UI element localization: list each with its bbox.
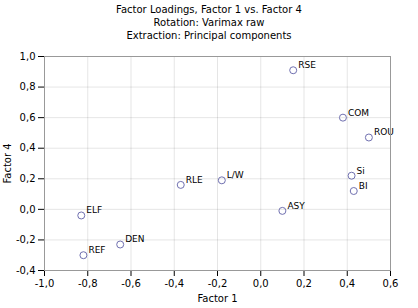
svg-text:0,0: 0,0: [20, 204, 36, 215]
svg-text:0,8: 0,8: [20, 81, 36, 92]
svg-text:0,4: 0,4: [339, 278, 355, 289]
svg-text:BI: BI: [359, 181, 368, 191]
svg-text:0,2: 0,2: [20, 173, 36, 184]
html-text:Factor Loadings, Factor 1 vs.: Factor Loadings, Factor 1 vs. Factor 4: [116, 4, 302, 15]
svg-text:-0,2: -0,2: [208, 278, 228, 289]
svg-text:Factor 1: Factor 1: [197, 293, 237, 304]
svg-text:1,0: 1,0: [20, 51, 36, 62]
svg-text:RSE: RSE: [298, 60, 316, 70]
svg-text:0,6: 0,6: [20, 112, 36, 123]
svg-text:COM: COM: [348, 108, 369, 118]
svg-text:ROU: ROU: [373, 127, 394, 138]
svg-text:RLE: RLE: [186, 175, 203, 185]
svg-text:REF: REF: [88, 245, 105, 255]
svg-text:0,0: 0,0: [253, 278, 269, 289]
svg-text:-0,6: -0,6: [121, 278, 141, 289]
svg-text:Si: Si: [357, 166, 365, 176]
svg-text:-0,8: -0,8: [78, 278, 98, 289]
svg-text:-0,2: -0,2: [16, 234, 36, 245]
svg-text:-0,4: -0,4: [16, 265, 36, 276]
svg-text:0,2: 0,2: [296, 278, 312, 289]
svg-text:ELF: ELF: [86, 205, 102, 215]
svg-text:0,4: 0,4: [20, 142, 36, 153]
svg-text:L/W: L/W: [227, 170, 244, 180]
svg-text:-1,0: -1,0: [35, 278, 55, 289]
svg-text:ASY: ASY: [287, 201, 305, 211]
svg-text:0,6: 0,6: [383, 278, 399, 289]
html-text:Rotation: Varimax raw: Rotation: Varimax raw: [153, 17, 265, 28]
svg-text:Factor 4: Factor 4: [2, 143, 13, 183]
svg-text:DEN: DEN: [125, 234, 144, 244]
svg-text:-0,4: -0,4: [164, 278, 184, 289]
html-text:Extraction: Principal componen: Extraction: Principal components: [126, 30, 292, 41]
